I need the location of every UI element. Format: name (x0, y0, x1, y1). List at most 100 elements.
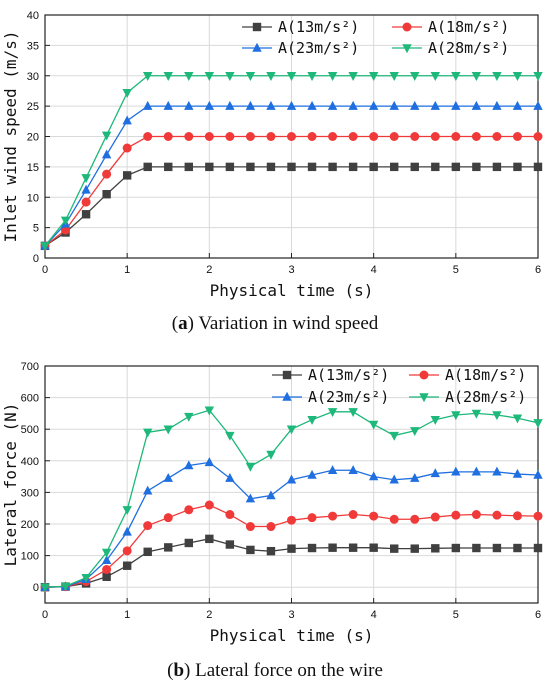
legend-marker (252, 22, 262, 32)
data-point (184, 72, 194, 81)
data-point (327, 408, 338, 418)
data-point (492, 466, 502, 476)
x-tick-label: 4 (371, 264, 377, 276)
data-point (410, 132, 420, 141)
data-point (348, 408, 358, 418)
legend-label: A(13m/s²) (308, 366, 389, 384)
data-point (451, 543, 461, 553)
data-point (184, 412, 194, 422)
data-point (327, 100, 338, 110)
data-point (410, 100, 420, 110)
data-point (81, 197, 91, 207)
data-point (492, 510, 502, 520)
data-point (389, 100, 399, 110)
y-tick-label: 10 (27, 192, 39, 204)
data-point (286, 425, 297, 435)
data-point (410, 472, 420, 482)
data-point (410, 72, 420, 81)
data-point (204, 72, 215, 81)
data-point (451, 100, 461, 110)
data-point (164, 543, 173, 552)
data-point (225, 431, 235, 441)
data-point (102, 572, 111, 581)
data-point (163, 472, 173, 482)
data-point (40, 242, 50, 252)
data-point (184, 132, 194, 141)
data-point (163, 100, 173, 110)
data-point (266, 100, 276, 110)
data-point (431, 544, 440, 553)
data-point (513, 543, 522, 553)
data-point (471, 409, 482, 419)
data-point (287, 515, 296, 525)
data-point (204, 132, 214, 141)
legend-marker (402, 22, 412, 32)
data-point (81, 574, 91, 583)
data-point (451, 411, 461, 421)
data-point (492, 543, 502, 553)
legend-marker (402, 44, 412, 54)
data-point (328, 543, 337, 552)
legend-label: A(18m/s²) (445, 366, 526, 384)
data-point (430, 512, 440, 522)
data-point (410, 427, 420, 436)
data-point (430, 72, 440, 81)
data-point (430, 468, 440, 478)
data-point (143, 428, 153, 438)
x-axis-label: Physical time (s) (210, 626, 374, 645)
data-point (472, 543, 481, 553)
data-point (389, 431, 399, 441)
data-point (430, 132, 440, 141)
legend-label: A(28m/s²) (445, 388, 526, 406)
x-tick-label: 5 (453, 264, 459, 276)
data-point (307, 72, 317, 81)
data-point (471, 466, 482, 476)
data-point (122, 115, 132, 125)
data-point (533, 132, 543, 141)
data-point (410, 162, 419, 172)
data-point (307, 100, 317, 110)
data-point (205, 534, 214, 544)
data-point (492, 132, 502, 141)
data-point (286, 72, 297, 81)
y-tick-label: 700 (21, 361, 39, 373)
series-2 (40, 457, 543, 591)
data-point (307, 513, 317, 523)
data-point (369, 132, 379, 141)
data-point (307, 416, 317, 425)
data-point (327, 72, 338, 81)
x-tick-label: 3 (288, 264, 294, 276)
y-tick-label: 500 (21, 424, 39, 436)
data-point (389, 132, 399, 141)
y-tick-label: 40 (27, 10, 39, 22)
data-point (122, 89, 132, 98)
data-point (60, 216, 71, 226)
data-point (512, 100, 523, 110)
data-point (348, 132, 358, 141)
data-point (492, 411, 502, 421)
data-point (225, 72, 235, 81)
data-point (533, 100, 543, 110)
data-point (389, 474, 399, 484)
data-point (513, 162, 522, 172)
data-point (122, 546, 132, 556)
data-point (204, 457, 215, 467)
data-point (122, 143, 132, 153)
data-point (122, 561, 132, 570)
legend-label: A(18m/s²) (428, 18, 509, 36)
x-tick-label: 1 (124, 609, 130, 621)
data-point (471, 132, 481, 141)
data-point (492, 72, 502, 81)
data-point (163, 72, 173, 81)
y-tick-label: 30 (27, 71, 39, 83)
y-tick-label: 600 (21, 393, 39, 405)
x-tick-label: 4 (371, 609, 377, 621)
data-point (101, 555, 112, 565)
data-point (246, 545, 255, 555)
data-point (307, 469, 317, 479)
data-point (266, 72, 276, 81)
data-point (184, 100, 194, 110)
data-point (410, 544, 419, 553)
data-point (102, 169, 112, 179)
